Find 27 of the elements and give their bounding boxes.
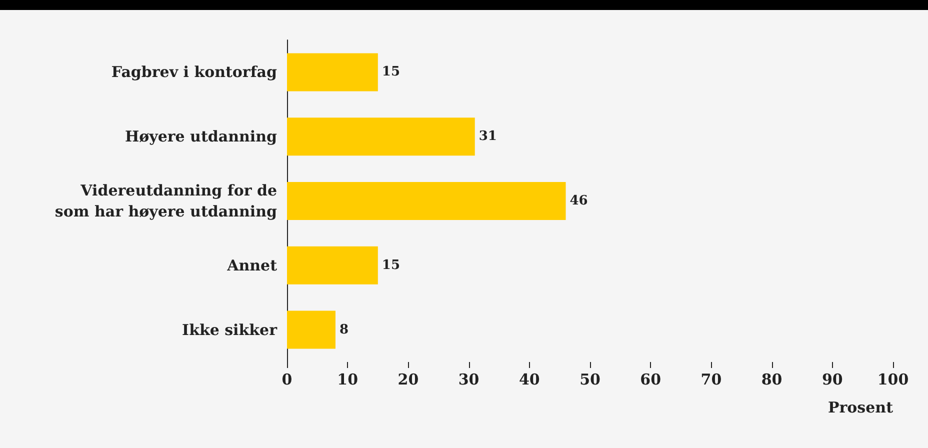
y-tick-label: Videreutdanning for de som har høyere utdanning xyxy=(54,182,278,220)
x-tick-label: 10 xyxy=(337,370,358,388)
data-label: 46 xyxy=(570,194,588,208)
bar xyxy=(287,182,566,220)
x-tick-label: 40 xyxy=(518,370,540,388)
x-tick-label: 20 xyxy=(398,370,419,388)
data-label: 15 xyxy=(382,258,400,273)
x-tick-label: 100 xyxy=(877,370,909,388)
x-tick-label: 90 xyxy=(822,370,843,388)
bar xyxy=(287,118,475,156)
y-tick-label: Fagbrev i kontorfag xyxy=(111,63,278,82)
bar xyxy=(287,246,378,284)
x-tick-label: 0 xyxy=(282,370,292,388)
y-tick-label: Høyere utdanning xyxy=(124,128,278,146)
data-label: 8 xyxy=(339,322,349,338)
x-axis-title: Prosent xyxy=(828,398,894,416)
y-tick-label: Annet xyxy=(226,256,278,274)
y-tick-label: Ikke sikker xyxy=(182,320,278,339)
bar xyxy=(287,310,336,349)
x-tick-label: 50 xyxy=(580,370,600,388)
x-tick-label: 30 xyxy=(458,370,480,388)
data-label: 31 xyxy=(478,129,497,144)
x-tick-label: 60 xyxy=(640,370,662,388)
x-tick-label: 80 xyxy=(761,370,782,388)
x-tick-label: 70 xyxy=(700,370,722,388)
data-label: 15 xyxy=(382,64,400,80)
bar xyxy=(287,53,378,92)
